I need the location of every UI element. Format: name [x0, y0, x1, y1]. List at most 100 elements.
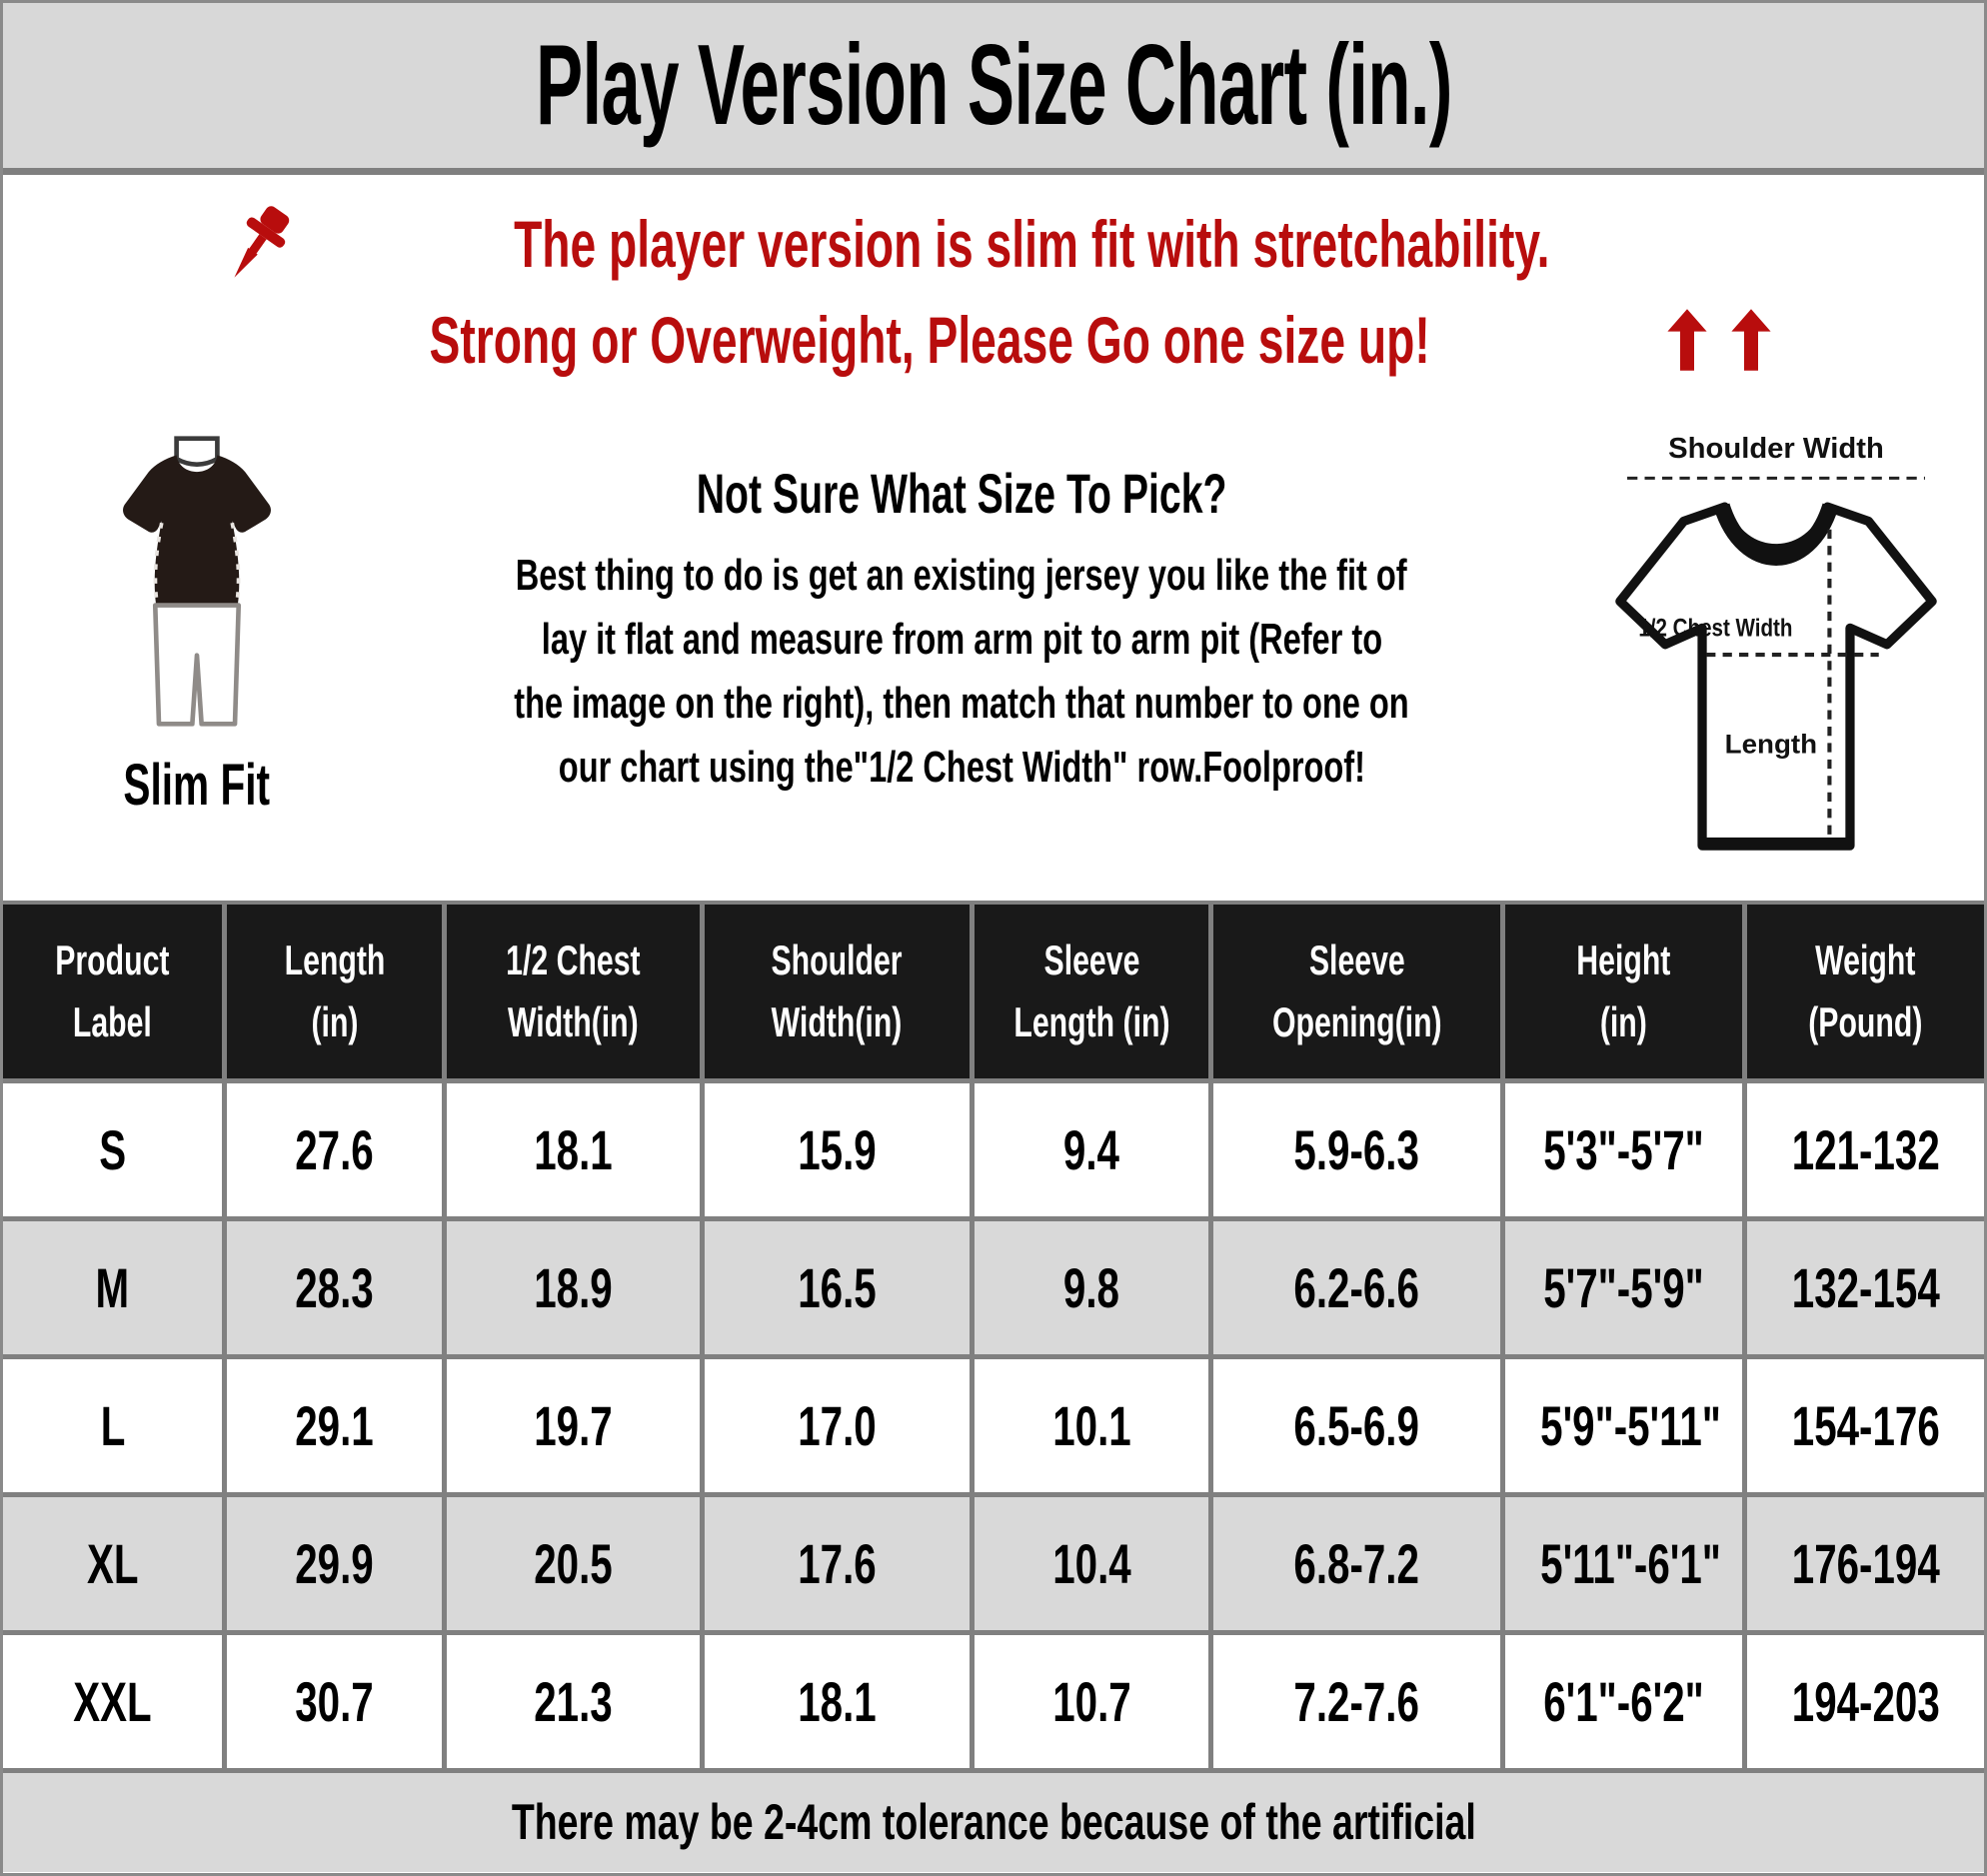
- title-band: Play Version Size Chart (in.): [3, 3, 1984, 175]
- cell-value: 6'1"-6'2": [1542, 1669, 1704, 1733]
- cell-value: 7.2-7.6: [1293, 1669, 1420, 1733]
- table-cell: 176-194: [1741, 1491, 1984, 1635]
- header-label: Shoulder Width(in): [771, 936, 903, 1045]
- table-cell: 29.9: [222, 1491, 448, 1635]
- guide-line-text: lay it flat and measure from arm pit to …: [541, 615, 1382, 664]
- cell-value: 19.7: [534, 1393, 614, 1457]
- header-cell: Sleeve Opening(in): [1208, 901, 1505, 1083]
- table-cell: 19.7: [442, 1353, 706, 1497]
- cell-value: L: [100, 1393, 126, 1457]
- table-cell: 10.7: [969, 1629, 1214, 1773]
- guide-text-column: Not Sure What Size To Pick? Best thing t…: [357, 409, 1566, 901]
- cell-value: 176-194: [1791, 1531, 1940, 1595]
- cell-value: 18.1: [534, 1117, 614, 1181]
- header-label: 1/2 Chest Width(in): [506, 936, 642, 1045]
- header-label: Height (in): [1576, 936, 1671, 1045]
- notice-line-1: The player version is slim fit with stre…: [3, 201, 1984, 287]
- cell-value: 5'7"-5'9": [1542, 1255, 1704, 1319]
- table-cell: 121-132: [1741, 1077, 1984, 1221]
- cell-value: S: [99, 1117, 127, 1181]
- cell-value: 194-203: [1791, 1669, 1940, 1733]
- cell-value: 5.9-6.3: [1293, 1117, 1420, 1181]
- cell-value: 18.9: [534, 1255, 614, 1319]
- guide-line-text: the image on the right), then match that…: [514, 679, 1409, 728]
- diagram-length-label: Length: [1725, 730, 1817, 760]
- table-header-row: Product Label Length (in) 1/2 Chest Widt…: [3, 901, 1984, 1083]
- footer-note-band: There may be 2-4cm tolerance because of …: [3, 1772, 1984, 1872]
- table-row-l: L 29.1 19.7 17.0 10.1 6.5-6.9 5'9"-5'11"…: [3, 1353, 1984, 1497]
- table-cell: 16.5: [700, 1215, 975, 1359]
- notice-text-2: Strong or Overweight, Please Go one size…: [429, 303, 1430, 377]
- cell-value: 21.3: [534, 1669, 614, 1733]
- table-cell: 17.0: [700, 1353, 975, 1497]
- table-cell: 132-154: [1741, 1215, 1984, 1359]
- diagram-column: Shoulder Width 1/2 Chest Width Length: [1566, 409, 1984, 901]
- cell-value: 6.2-6.6: [1293, 1255, 1420, 1319]
- table-cell: 9.8: [969, 1215, 1214, 1359]
- header-cell: 1/2 Chest Width(in): [442, 901, 706, 1083]
- cell-value: 9.4: [1063, 1117, 1120, 1181]
- table-cell: 10.1: [969, 1353, 1214, 1497]
- header-cell: Height (in): [1499, 901, 1747, 1083]
- guide-line: our chart using the"1/2 Chest Width" row…: [357, 736, 1566, 800]
- footer-note: There may be 2-4cm tolerance because of …: [511, 1794, 1476, 1850]
- table-cell: 28.3: [222, 1215, 448, 1359]
- header-label: Length (in): [284, 936, 386, 1045]
- cell-value: 16.5: [798, 1255, 877, 1319]
- table-cell: 27.6: [222, 1077, 448, 1221]
- header-label: Sleeve Length (in): [1012, 936, 1170, 1045]
- table-cell: 9.4: [969, 1077, 1214, 1221]
- slim-fit-figure-icon: [123, 436, 271, 727]
- up-arrow-icon: [1667, 309, 1707, 371]
- cell-value: 28.3: [295, 1255, 375, 1319]
- table-cell: 15.9: [700, 1077, 975, 1221]
- table-cell: 17.6: [700, 1491, 975, 1635]
- cell-value: 5'3"-5'7": [1542, 1117, 1704, 1181]
- notice-section: The player version is slim fit with stre…: [3, 175, 1984, 383]
- table-cell: M: [3, 1215, 228, 1359]
- table-cell: 5'11"-6'1": [1499, 1491, 1747, 1635]
- cell-value: 18.1: [798, 1669, 877, 1733]
- table-cell: 5'3"-5'7": [1499, 1077, 1747, 1221]
- cell-value: 10.7: [1051, 1669, 1131, 1733]
- diagram-shoulder-label: Shoulder Width: [1668, 433, 1884, 465]
- cell-value: M: [95, 1255, 130, 1319]
- table-cell: XXL: [3, 1629, 228, 1773]
- table-cell: 6.5-6.9: [1208, 1353, 1505, 1497]
- table-cell: 194-203: [1741, 1629, 1984, 1773]
- slim-fit-label-wrap: Slim Fit: [37, 752, 357, 819]
- cell-value: 5'11"-6'1": [1539, 1531, 1721, 1595]
- cell-value: 154-176: [1791, 1393, 1940, 1457]
- guide-body: Best thing to do is get an existing jers…: [357, 544, 1566, 800]
- header-label: Sleeve Opening(in): [1271, 936, 1442, 1045]
- cell-value: 20.5: [534, 1531, 614, 1595]
- cell-value: 6.8-7.2: [1293, 1531, 1420, 1595]
- table-cell: L: [3, 1353, 228, 1497]
- table-cell: 20.5: [442, 1491, 706, 1635]
- header-cell: Shoulder Width(in): [700, 901, 975, 1083]
- table-cell: 5'9"-5'11": [1499, 1353, 1747, 1497]
- guide-line-text: Best thing to do is get an existing jers…: [516, 551, 1407, 600]
- table-cell: 21.3: [442, 1629, 706, 1773]
- table-cell: 18.1: [700, 1629, 975, 1773]
- guide-heading-wrap: Not Sure What Size To Pick?: [357, 461, 1566, 526]
- table-cell: S: [3, 1077, 228, 1221]
- table-cell: 6'1"-6'2": [1499, 1629, 1747, 1773]
- cell-value: 17.6: [798, 1531, 877, 1595]
- guide-line: lay it flat and measure from arm pit to …: [357, 608, 1566, 672]
- size-table: Product Label Length (in) 1/2 Chest Widt…: [3, 901, 1984, 1773]
- table-cell: 18.1: [442, 1077, 706, 1221]
- cell-value: 121-132: [1791, 1117, 1940, 1181]
- cell-value: 27.6: [295, 1117, 375, 1181]
- cell-value: 30.7: [295, 1669, 375, 1733]
- cell-value: 29.1: [295, 1393, 375, 1457]
- table-cell: 18.9: [442, 1215, 706, 1359]
- cell-value: XXL: [73, 1669, 152, 1733]
- table-row-s: S 27.6 18.1 15.9 9.4 5.9-6.3 5'3"-5'7" 1…: [3, 1077, 1984, 1221]
- table-cell: 6.2-6.6: [1208, 1215, 1505, 1359]
- table-row-xl: XL 29.9 20.5 17.6 10.4 6.8-7.2 5'11"-6'1…: [3, 1491, 1984, 1635]
- table-row-m: M 28.3 18.9 16.5 9.8 6.2-6.6 5'7"-5'9" 1…: [3, 1215, 1984, 1359]
- header-cell: Length (in): [222, 901, 448, 1083]
- guide-section: Slim Fit Not Sure What Size To Pick? Bes…: [3, 409, 1984, 901]
